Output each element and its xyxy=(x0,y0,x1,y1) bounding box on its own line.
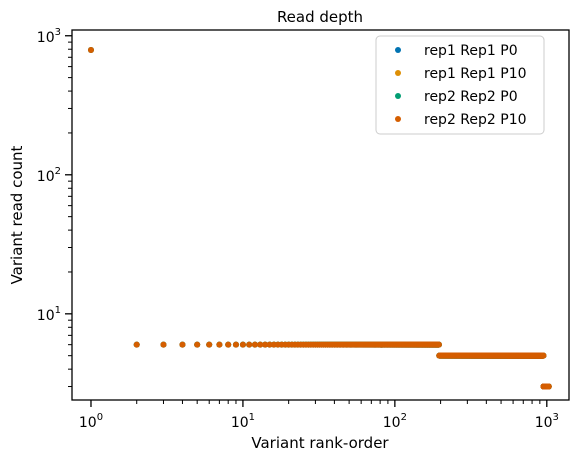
legend-label-2: rep1 Rep1 P10 xyxy=(424,66,527,82)
plot-frame xyxy=(71,29,570,401)
data-point-series-4-rank-2 xyxy=(133,341,140,348)
y-tick-label: 102 xyxy=(37,166,61,185)
legend-box xyxy=(375,35,545,135)
chart-title: Read depth xyxy=(277,8,363,26)
legend-marker-1 xyxy=(395,47,401,53)
legend-label-1: rep1 Rep1 P0 xyxy=(424,43,518,59)
data-point-series-4-rank-3 xyxy=(160,341,167,348)
data-point-series-4-rank-4 xyxy=(179,341,186,348)
legend-marker-2 xyxy=(395,70,401,76)
y-tick-label: 103 xyxy=(37,27,61,46)
data-point-series-4-rank-10 xyxy=(239,341,246,348)
data-point-series-4-rank-5 xyxy=(194,341,201,348)
data-point-series-4-rank-6 xyxy=(206,341,213,348)
legend-label-3: rep2 Rep2 P0 xyxy=(424,89,518,105)
x-tick-label: 103 xyxy=(535,412,559,431)
data-point-series-4-rank-15 xyxy=(266,341,273,348)
data-point-series-4-rank-7 xyxy=(216,341,223,348)
data-point-series-4-rank-12 xyxy=(251,341,258,348)
legend-marker-4 xyxy=(395,116,401,122)
x-axis-label: Variant rank-order xyxy=(251,434,389,452)
data-point-series-4-rank-950 xyxy=(540,352,547,359)
legend: rep1 Rep1 P0 rep1 Rep1 P10 rep2 Rep2 P0 rep… xyxy=(375,35,545,135)
y-tick-label: 101 xyxy=(37,305,61,324)
x-tick-label: 100 xyxy=(79,412,103,431)
legend-label-4: rep2 Rep2 P10 xyxy=(424,112,527,128)
data-point-series-4-rank-14 xyxy=(262,341,269,348)
axis-ticks: 100 101 102 103 101 102 103 xyxy=(37,27,559,431)
data-point-series-4-rank-13 xyxy=(257,341,264,348)
data-point-series-4-rank-11 xyxy=(246,341,253,348)
legend-marker-3 xyxy=(395,93,401,99)
data-point-series-4-rank-1030 xyxy=(545,383,552,390)
data-point-series-4-rank-9 xyxy=(232,341,239,348)
data-point-series-4-rank-8 xyxy=(225,341,232,348)
x-tick-label: 102 xyxy=(383,412,407,431)
data-points xyxy=(87,46,552,390)
data-point-series-4-rank-195 xyxy=(435,341,442,348)
data-point-series-4-rank-1 xyxy=(87,46,94,53)
x-tick-label: 101 xyxy=(231,412,255,431)
y-axis-label: Variant read count xyxy=(8,145,26,284)
